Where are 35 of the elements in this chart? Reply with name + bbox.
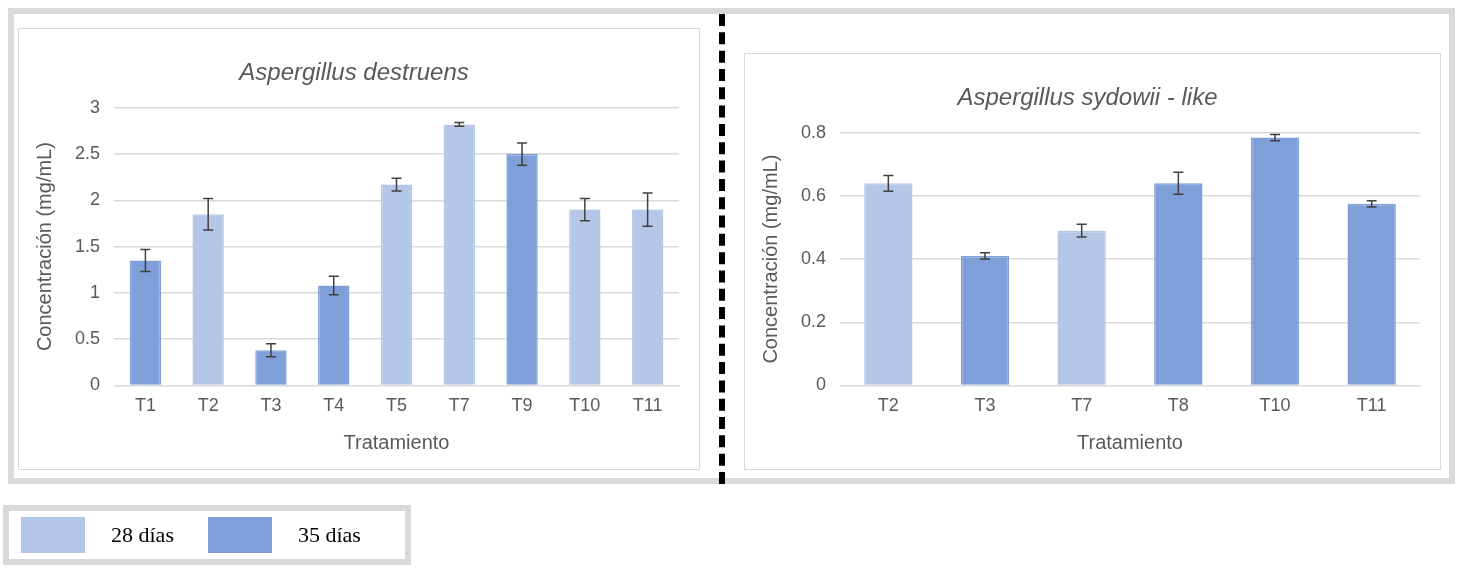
x-tick-label: T11 bbox=[632, 395, 663, 416]
x-tick-label: T1 bbox=[134, 395, 156, 416]
x-tick-label: T7 bbox=[1071, 395, 1093, 416]
legend-label: 35 días bbox=[297, 522, 361, 548]
y-tick-label: 0.4 bbox=[800, 248, 827, 269]
x-tick-label: T4 bbox=[323, 395, 345, 416]
chart-title: Aspergillus sydowii - like bbox=[955, 83, 1218, 111]
x-tick-label: T9 bbox=[511, 395, 533, 416]
x-axis-title: Tratamiento bbox=[1077, 430, 1183, 453]
y-tick-label: 0.6 bbox=[800, 184, 827, 205]
x-tick-label: T10 bbox=[569, 395, 601, 416]
y-tick-label: 0.2 bbox=[800, 311, 827, 332]
x-tick-label: T2 bbox=[877, 395, 899, 416]
y-tick-label: 3 bbox=[90, 96, 101, 117]
y-tick-label: 1 bbox=[90, 281, 101, 302]
x-tick-label: T10 bbox=[1259, 395, 1291, 416]
chart-title: Aspergillus destruens bbox=[237, 58, 469, 86]
y-tick-label: 0.5 bbox=[74, 328, 101, 349]
y-tick-label: 2.5 bbox=[74, 143, 101, 164]
x-tick-label: T11 bbox=[1356, 395, 1387, 416]
y-tick-label: 2 bbox=[90, 189, 101, 210]
y-tick-label: 0.8 bbox=[800, 121, 827, 142]
x-tick-label: T2 bbox=[197, 395, 219, 416]
y-tick-label: 0 bbox=[90, 374, 101, 395]
legend-label: 28 días bbox=[111, 522, 174, 548]
x-axis-title: Tratamiento bbox=[343, 430, 450, 453]
y-axis-title: Concentración (mg/mL) bbox=[758, 154, 781, 364]
x-tick-label: T3 bbox=[974, 395, 996, 416]
y-tick-label: 0 bbox=[816, 374, 827, 395]
y-tick-label: 1.5 bbox=[74, 235, 101, 256]
y-axis-title: Concentración (mg/mL) bbox=[32, 142, 55, 352]
x-tick-label: T3 bbox=[260, 395, 282, 416]
x-tick-label: T5 bbox=[386, 395, 408, 416]
x-tick-label: T8 bbox=[1167, 395, 1189, 416]
x-tick-label: T7 bbox=[448, 395, 470, 416]
